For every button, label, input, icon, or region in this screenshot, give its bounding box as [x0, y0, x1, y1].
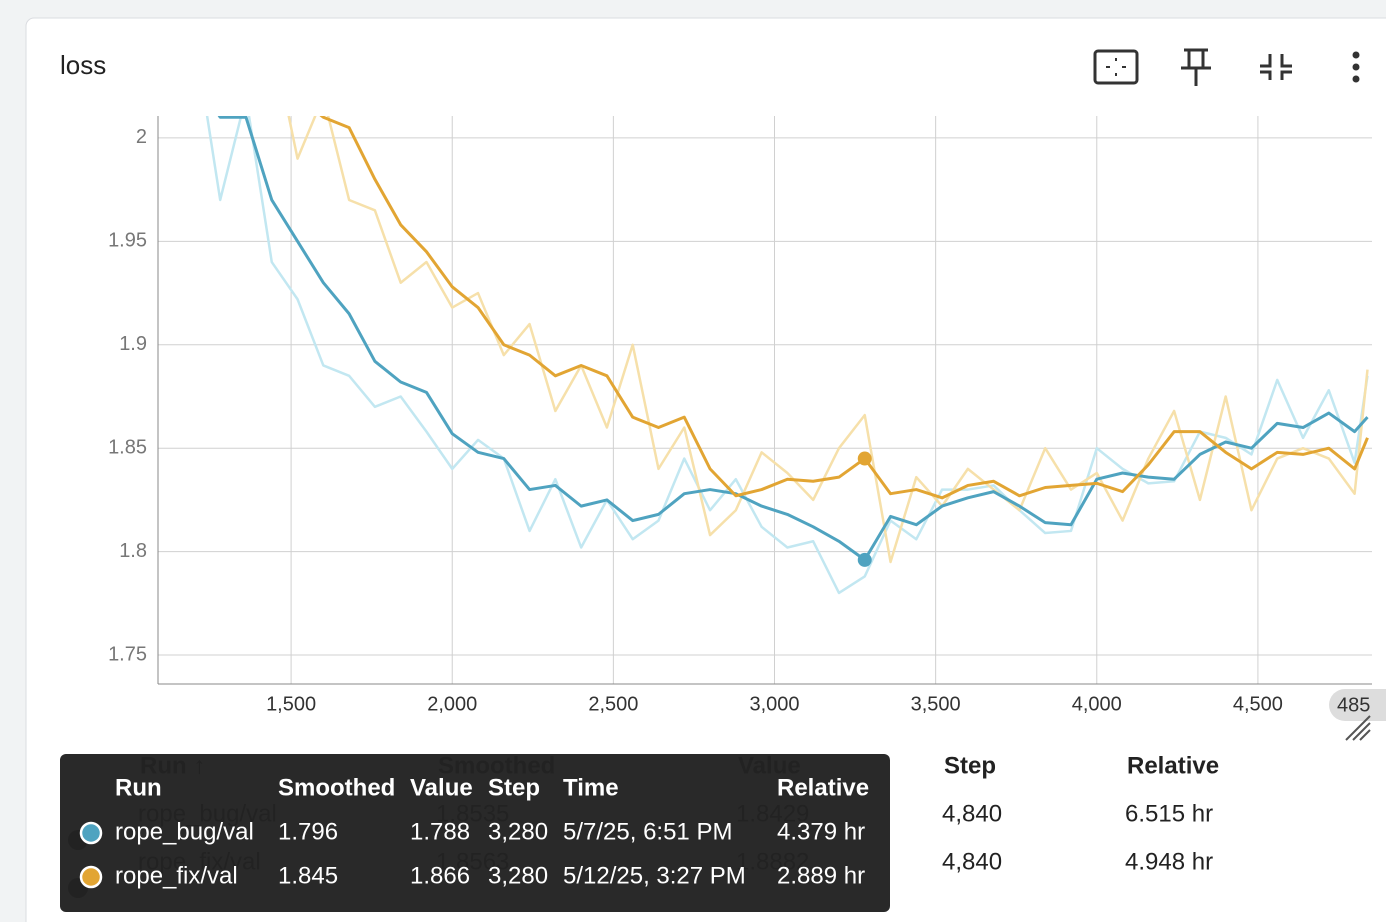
- raw-line: [287, 116, 1369, 564]
- tooltip-cell: rope_bug/val: [115, 818, 254, 845]
- card-title: loss: [60, 50, 106, 80]
- smoothed-line: [217, 116, 1369, 562]
- card: [25, 17, 1386, 922]
- x-cursor-badge-bg: [1329, 689, 1386, 721]
- tooltip: [60, 754, 890, 912]
- x-cursor-label: 485: [1337, 694, 1370, 716]
- tooltip-swatch: [79, 821, 103, 845]
- resize-handle: [1345, 715, 1371, 741]
- tooltip-cell: 1.788: [410, 818, 470, 845]
- table-cell: 4.948 hr: [1125, 848, 1213, 875]
- tooltip-cell: 3,280: [488, 818, 548, 845]
- x-cursor-badge: 485: [1329, 689, 1386, 721]
- x-tick-label: 3,500: [911, 693, 961, 715]
- tooltip-cell: 1.866: [410, 862, 470, 889]
- plot-area: [205, 116, 1369, 595]
- x-tick-label: 1,500: [266, 693, 316, 715]
- table-cell: 4,840: [942, 848, 1002, 875]
- menu-button[interactable]: [1352, 51, 1360, 83]
- y-tick-label: 1.85: [108, 436, 147, 458]
- tooltip-header: Run: [115, 774, 162, 801]
- hover-point: [857, 451, 872, 466]
- x-tick-label: 4,000: [1072, 693, 1122, 715]
- y-tick-label: 2: [136, 126, 147, 148]
- table-header: Relative: [1127, 752, 1219, 779]
- tooltip-swatch: [79, 865, 103, 889]
- collapse-button[interactable]: [1260, 54, 1292, 80]
- raw-line: [205, 116, 1369, 595]
- tooltip-cell: 5/7/25, 6:51 PM: [563, 818, 732, 845]
- tooltip-cell: 2.889 hr: [777, 862, 865, 889]
- x-tick-label: 4,500: [1233, 693, 1283, 715]
- fit-button[interactable]: [1093, 49, 1139, 85]
- x-tick-label: 3,000: [749, 693, 799, 715]
- tooltip-cell: 5/12/25, 3:27 PM: [563, 862, 746, 889]
- tooltip-cell: 4.379 hr: [777, 818, 865, 845]
- tooltip-cell: 1.796: [278, 818, 338, 845]
- tooltip-cell: 3,280: [488, 862, 548, 889]
- tooltip-header: Value: [410, 774, 473, 801]
- table-cell: 4,840: [942, 800, 1002, 827]
- tooltip-header: Relative: [777, 774, 869, 801]
- smoothed-line: [319, 116, 1369, 500]
- tooltip-header: Time: [563, 774, 619, 801]
- hover-point: [857, 552, 872, 567]
- y-tick-label: 1.9: [119, 333, 147, 355]
- y-tick-label: 1.8: [119, 540, 147, 562]
- y-tick-label: 1.75: [108, 643, 147, 665]
- x-tick-label: 2,000: [427, 693, 477, 715]
- table-header: Step: [944, 752, 996, 779]
- pin-button[interactable]: [1181, 48, 1211, 86]
- tooltip-header: Step: [488, 774, 540, 801]
- tooltip-cell: 1.845: [278, 862, 338, 889]
- x-tick-label: 2,500: [588, 693, 638, 715]
- y-tick-label: 1.95: [108, 230, 147, 252]
- tooltip-cell: rope_fix/val: [115, 862, 238, 889]
- tooltip-header: Smoothed: [278, 774, 395, 801]
- toolbar: [1093, 48, 1360, 86]
- table-cell: 6.515 hr: [1125, 800, 1213, 827]
